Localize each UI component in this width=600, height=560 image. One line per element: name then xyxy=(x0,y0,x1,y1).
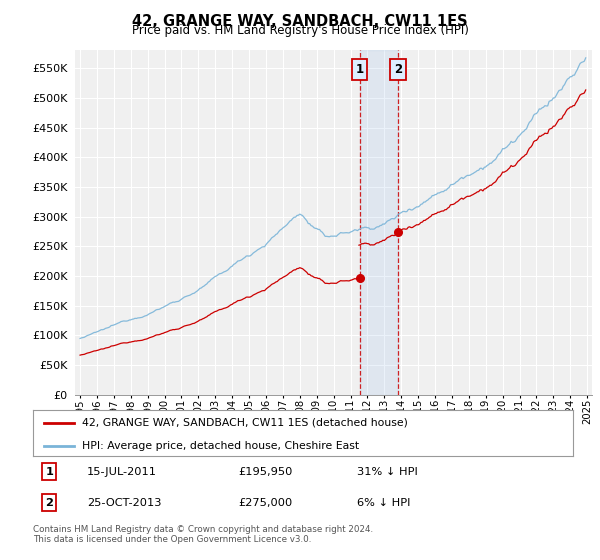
Text: 2: 2 xyxy=(394,63,402,76)
Text: Contains HM Land Registry data © Crown copyright and database right 2024.
This d: Contains HM Land Registry data © Crown c… xyxy=(33,525,373,544)
Text: 42, GRANGE WAY, SANDBACH, CW11 1ES: 42, GRANGE WAY, SANDBACH, CW11 1ES xyxy=(132,14,468,29)
Text: £275,000: £275,000 xyxy=(238,498,292,507)
Text: Price paid vs. HM Land Registry's House Price Index (HPI): Price paid vs. HM Land Registry's House … xyxy=(131,24,469,37)
Bar xyxy=(359,50,398,395)
Text: 1: 1 xyxy=(45,466,53,477)
Text: 25-OCT-2013: 25-OCT-2013 xyxy=(87,498,161,507)
Text: £195,950: £195,950 xyxy=(238,466,293,477)
Text: 2: 2 xyxy=(45,498,53,507)
Text: 15-JUL-2011: 15-JUL-2011 xyxy=(87,466,157,477)
Text: HPI: Average price, detached house, Cheshire East: HPI: Average price, detached house, Ches… xyxy=(82,441,359,451)
Text: 1: 1 xyxy=(356,63,364,76)
Text: 6% ↓ HPI: 6% ↓ HPI xyxy=(357,498,410,507)
Text: 42, GRANGE WAY, SANDBACH, CW11 1ES (detached house): 42, GRANGE WAY, SANDBACH, CW11 1ES (deta… xyxy=(82,418,407,428)
Text: 31% ↓ HPI: 31% ↓ HPI xyxy=(357,466,418,477)
